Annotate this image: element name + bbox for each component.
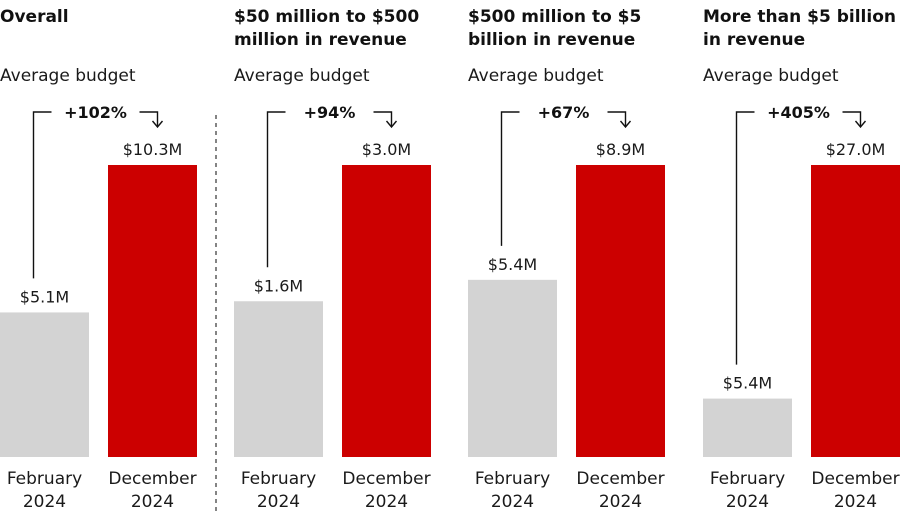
change-connector-left [32, 111, 52, 279]
panel-title-line-2: million in revenue [234, 30, 407, 50]
bar-value-label: $5.1M [20, 287, 69, 306]
change-connector-right [373, 111, 393, 127]
panel-title-line-1: $500 million to $5 [468, 7, 641, 27]
chart-panel-1: Overall Average budget $5.1M February 2024 $1… [0, 7, 197, 512]
panel-title-line-1: More than $5 billion [703, 7, 896, 27]
change-percent-label: +67% [538, 103, 590, 122]
panel-title-line-1: $50 million to $500 [234, 7, 419, 27]
bar-dec-2024 [811, 165, 900, 457]
category-label-month: December [108, 469, 196, 489]
bar-value-label: $10.3M [123, 140, 183, 159]
category-label-month: February [475, 469, 550, 489]
chart-panel-2: $50 million to $500 million in revenue Ave… [234, 7, 431, 512]
change-connector-left [735, 111, 755, 365]
category-label-year: 2024 [365, 492, 408, 512]
category-label-year: 2024 [23, 492, 66, 512]
category-label-year: 2024 [491, 492, 534, 512]
change-connector-right [139, 111, 159, 127]
category-label-month: December [342, 469, 430, 489]
category-label-month: February [7, 469, 82, 489]
chevron-down-icon [854, 120, 867, 129]
panel-subtitle: Average budget [703, 66, 839, 86]
change-percent-label: +94% [304, 103, 356, 122]
bar-dec-2024 [576, 165, 665, 457]
change-percent-label: +405% [767, 103, 830, 122]
change-connector-left [266, 111, 286, 268]
bar-value-label: $8.9M [596, 140, 645, 159]
panel-subtitle: Average budget [0, 66, 136, 86]
category-label-year: 2024 [257, 492, 300, 512]
category-label-year: 2024 [599, 492, 642, 512]
bar-value-label: $5.4M [488, 255, 537, 274]
panel-title-line-1: Overall [0, 7, 69, 27]
change-percent-label: +102% [64, 103, 127, 122]
category-label-year: 2024 [726, 492, 769, 512]
bar-value-label: $27.0M [826, 140, 886, 159]
category-label-month: December [811, 469, 899, 489]
change-connector-right [607, 111, 627, 127]
bar-value-label: $1.6M [254, 276, 303, 295]
change-connector-left [500, 111, 520, 246]
bar-dec-2024 [342, 165, 431, 457]
chart-panel-3: $500 million to $5 billion in revenue Aver… [468, 7, 665, 512]
bar-feb-2024 [0, 312, 89, 457]
panel-subtitle: Average budget [468, 66, 604, 86]
chevron-down-icon [151, 120, 164, 129]
category-label-year: 2024 [131, 492, 174, 512]
bar-feb-2024 [468, 279, 557, 457]
bar-feb-2024 [234, 301, 323, 457]
bar-value-label: $3.0M [362, 140, 411, 159]
chevron-down-icon [619, 120, 632, 129]
chevron-down-icon [385, 120, 398, 129]
category-label-month: February [710, 469, 785, 489]
change-connector-right [842, 111, 862, 127]
bar-dec-2024 [108, 165, 197, 457]
panel-subtitle: Average budget [234, 66, 370, 86]
category-label-month: December [576, 469, 664, 489]
category-label-month: February [241, 469, 316, 489]
category-label-year: 2024 [834, 492, 877, 512]
panel-title-line-2: billion in revenue [468, 30, 635, 50]
chart-panel-4: More than $5 billion in revenue Average bu… [703, 7, 900, 512]
panel-title-line-2: in revenue [703, 30, 805, 50]
bar-feb-2024 [703, 398, 792, 457]
bar-value-label: $5.4M [723, 374, 772, 393]
